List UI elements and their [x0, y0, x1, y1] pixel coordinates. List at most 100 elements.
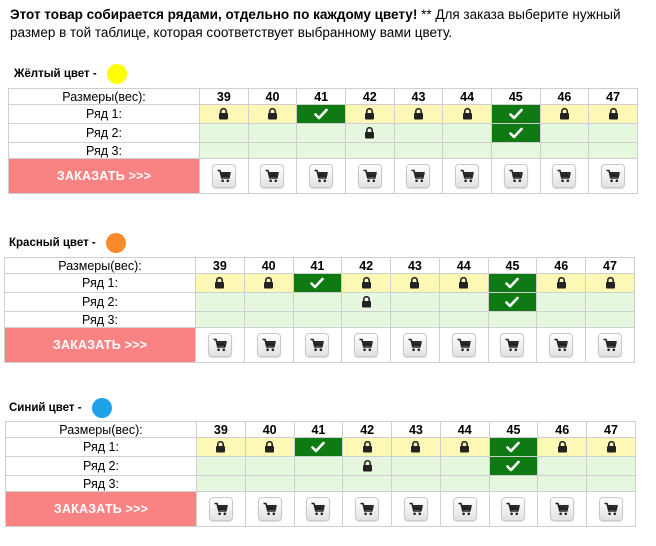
row-cell: [293, 475, 344, 492]
lock-icon: [608, 106, 619, 123]
row-cell: [342, 475, 393, 492]
size-header: 44: [439, 421, 490, 438]
lock-icon: [364, 106, 375, 123]
row-cell: [244, 456, 295, 476]
row-cell-reserved: [391, 437, 441, 457]
add-to-cart-button[interactable]: [451, 333, 476, 357]
add-to-cart-button[interactable]: [599, 497, 623, 521]
size-header: 45: [490, 88, 541, 105]
row-cell-selected: [490, 123, 541, 143]
size-header: 43: [390, 257, 440, 274]
row-cell: [539, 142, 590, 159]
row-cell-reserved: [393, 104, 444, 124]
add-to-cart-button[interactable]: [406, 164, 431, 188]
row-cell-selected: [487, 292, 538, 312]
cart-cell: [195, 327, 245, 363]
add-to-cart-button[interactable]: [550, 497, 575, 521]
row-cell: [247, 123, 298, 143]
add-to-cart-button[interactable]: [552, 164, 577, 188]
add-to-cart-button[interactable]: [452, 497, 477, 521]
check-icon: [505, 275, 520, 292]
check-icon: [508, 106, 523, 123]
check-icon: [506, 458, 521, 475]
lock-icon: [459, 439, 470, 456]
row-cell-reserved: [442, 104, 492, 124]
add-to-cart-button[interactable]: [256, 333, 281, 357]
add-to-cart-button[interactable]: [207, 333, 232, 357]
add-to-cart-button[interactable]: [260, 164, 285, 188]
lock-icon: [362, 439, 373, 456]
cart-cell: [586, 491, 636, 527]
lock-icon: [559, 106, 570, 123]
size-table: Размеры(вес): 39 40 41 42 43 44 45 46 47 Ряд 1: Ряд…: [5, 421, 636, 527]
lock-icon: [215, 439, 226, 456]
row-cell: [344, 142, 395, 159]
add-to-cart-button[interactable]: [355, 497, 380, 521]
row-cell-reserved: [539, 104, 590, 124]
cart-cell: [536, 327, 587, 363]
add-to-cart-button[interactable]: [501, 497, 526, 521]
add-to-cart-button[interactable]: [598, 333, 622, 357]
add-to-cart-button[interactable]: [455, 164, 480, 188]
row-cell: [195, 292, 245, 312]
row-cell: [341, 311, 392, 328]
size-header: 41: [292, 257, 343, 274]
row3-label: Ряд 3:: [5, 475, 197, 492]
cart-cell: [390, 327, 440, 363]
row-cell: [390, 311, 440, 328]
add-to-cart-button[interactable]: [500, 333, 525, 357]
row3-label: Ряд 3:: [8, 142, 200, 159]
row-cell: [393, 123, 444, 143]
row2-label: Ряд 2:: [5, 456, 197, 476]
add-to-cart-button[interactable]: [306, 497, 331, 521]
cart-cell: [342, 491, 393, 527]
size-header: 40: [243, 257, 294, 274]
row-cell: [442, 142, 492, 159]
lock-icon: [458, 275, 469, 292]
color-label: Синий цвет -: [9, 402, 82, 414]
add-to-cart-button[interactable]: [402, 333, 427, 357]
cart-cell: [199, 158, 249, 194]
lock-icon: [264, 439, 275, 456]
size-header: 41: [293, 421, 344, 438]
cart-cell: [393, 158, 444, 194]
intro-text: Этот товар собирается рядами, отдельно п…: [10, 6, 650, 42]
check-icon: [314, 106, 328, 123]
row-cell: [585, 311, 635, 328]
order-button[interactable]: ЗАКАЗАТЬ >>>: [8, 158, 200, 194]
row-cell: [390, 292, 440, 312]
add-to-cart-button[interactable]: [403, 497, 428, 521]
size-header: 47: [586, 421, 636, 438]
row-cell: [199, 123, 249, 143]
cart-cell: [196, 491, 246, 527]
sizes-label: Размеры(вес):: [4, 257, 196, 274]
add-to-cart-button[interactable]: [257, 497, 282, 521]
add-to-cart-button[interactable]: [503, 164, 528, 188]
add-to-cart-button[interactable]: [601, 164, 626, 188]
row-cell-reserved: [195, 273, 245, 293]
add-to-cart-button[interactable]: [211, 164, 236, 188]
row-cell: [296, 142, 346, 159]
cart-cell: [585, 327, 635, 363]
row-cell: [536, 311, 587, 328]
color-label: Жёлтый цвет -: [14, 68, 97, 80]
add-to-cart-button[interactable]: [305, 333, 330, 357]
sizes-label: Размеры(вес):: [5, 421, 197, 438]
add-to-cart-button[interactable]: [357, 164, 382, 188]
add-to-cart-button[interactable]: [208, 497, 233, 521]
row-cell: [195, 311, 245, 328]
order-button[interactable]: ЗАКАЗАТЬ >>>: [4, 327, 196, 363]
row-cell-reserved: [342, 437, 393, 457]
cart-cell: [490, 158, 541, 194]
cart-cell: [442, 158, 492, 194]
row-cell-selected: [293, 437, 344, 457]
order-button[interactable]: ЗАКАЗАТЬ >>>: [5, 491, 197, 527]
add-to-cart-button[interactable]: [354, 333, 379, 357]
check-icon: [505, 294, 520, 311]
row-cell-reserved: [536, 273, 587, 293]
add-to-cart-button[interactable]: [549, 333, 574, 357]
intro-bold: Этот товар собирается рядами, отдельно п…: [10, 7, 418, 22]
row-cell-selected: [292, 273, 343, 293]
add-to-cart-button[interactable]: [309, 164, 334, 188]
row-cell-reserved: [344, 104, 395, 124]
